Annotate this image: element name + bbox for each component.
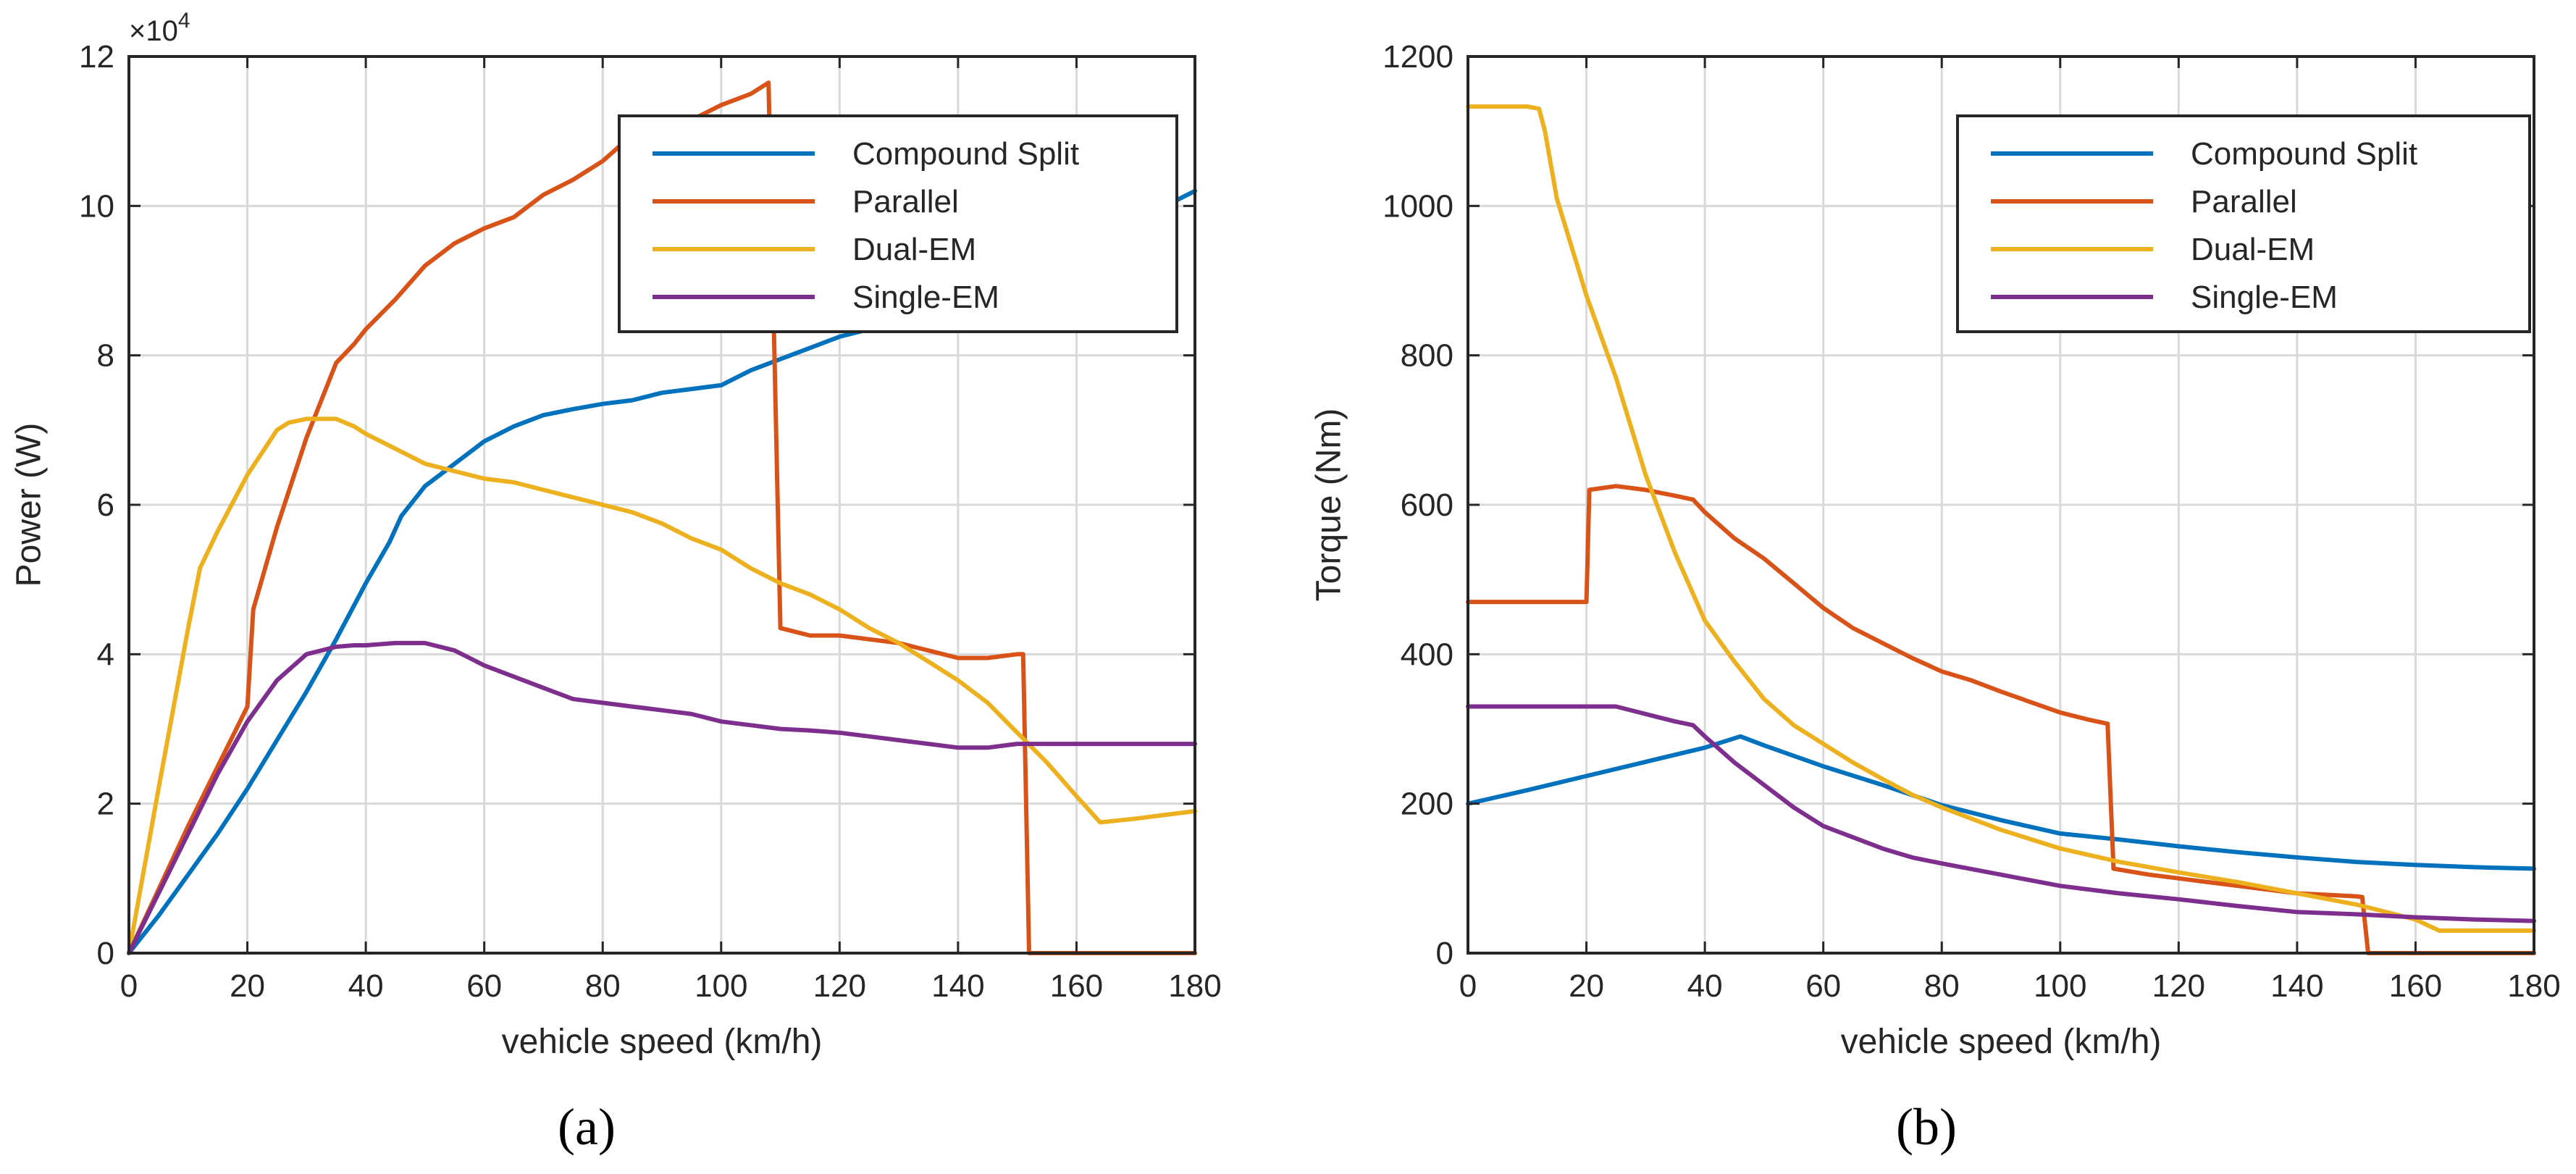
power-chart-legend-label: Compound Split: [852, 136, 1079, 172]
power-chart-legend: Compound Split Parallel Dual-EM Single-EM: [618, 114, 1178, 333]
power-chart-y-tick-label: 0: [97, 936, 114, 971]
torque-chart-y-tick-label: 0: [1436, 936, 1453, 971]
torque-chart-series-single-em: [1466, 704, 2536, 923]
torque-chart-panel-label: (b): [1896, 1098, 1957, 1156]
power-chart-x-axis-label: vehicle speed (km/h): [502, 1023, 823, 1061]
torque-chart-y-tick-label: 400: [1401, 637, 1453, 672]
torque-chart-series: [1466, 104, 2536, 955]
torque-chart-x-axis-label: vehicle speed (km/h): [1841, 1023, 2162, 1061]
torque-chart-x-tick-label: 180: [2507, 968, 2560, 1004]
power-chart-x-tick-label: 20: [230, 968, 265, 1004]
power-chart-legend-label: Dual-EM: [852, 232, 976, 267]
torque-chart-x-tick-label: 80: [1924, 968, 1960, 1004]
torque-chart-series-parallel: [1466, 484, 2536, 955]
power-chart-x-tick-label: 120: [813, 968, 866, 1004]
power-chart-panel-label: (a): [558, 1098, 616, 1156]
power-chart-legend-label: Single-EM: [852, 280, 999, 315]
power-chart-y-tick-label: 10: [79, 188, 114, 224]
torque-chart-y-tick-label: 800: [1401, 338, 1453, 374]
torque-chart-legend-label: Parallel: [2191, 184, 2297, 219]
power-chart-ticks: 0 20 40 60 80 100 120 140 160 180 0 2 4 6 8 10 12: [79, 39, 1222, 1004]
torque-chart-x-tick-label: 20: [1569, 968, 1604, 1004]
torque-chart-legend: Compound Split Parallel Dual-EM Single-EM: [1956, 114, 2531, 333]
torque-chart-y-tick-label: 1200: [1383, 39, 1453, 75]
torque-chart-plot-frame: [1467, 55, 2535, 955]
power-chart-exponent-label: ×104: [129, 9, 190, 47]
power-chart-plot-frame: [127, 55, 1196, 955]
power-chart-y-tick-label: 6: [97, 487, 114, 523]
torque-chart: 0 20 40 60 80 100 120 140 160 180 0 200 400 600 800 100…: [1310, 39, 2561, 1156]
power-chart-x-tick-label: 60: [466, 968, 502, 1004]
torque-chart-legend-label: Single-EM: [2191, 280, 2338, 315]
torque-chart-series-dual-em: [1466, 104, 2536, 933]
torque-chart-y-tick-label: 1000: [1383, 188, 1453, 224]
torque-chart-legend-label: Compound Split: [2191, 136, 2417, 172]
power-chart-x-tick-label: 180: [1168, 968, 1221, 1004]
power-chart-exponent-power: 4: [178, 9, 190, 33]
power-chart-y-tick-label: 12: [79, 39, 114, 75]
power-chart-x-tick-label: 100: [695, 968, 747, 1004]
torque-chart-y-tick-label: 600: [1401, 487, 1453, 523]
torque-chart-x-tick-label: 160: [2389, 968, 2442, 1004]
torque-chart-x-tick-label: 40: [1687, 968, 1723, 1004]
power-chart-y-tick-label: 4: [97, 637, 114, 672]
power-chart-x-tick-label: 80: [585, 968, 621, 1004]
power-chart-x-tick-label: 140: [931, 968, 984, 1004]
torque-chart-x-tick-label: 120: [2152, 968, 2205, 1004]
torque-chart-legend-label: Dual-EM: [2191, 232, 2315, 267]
torque-chart-x-tick-label: 60: [1805, 968, 1841, 1004]
power-chart-y-tick-label: 2: [97, 787, 114, 822]
power-chart-series-single-em: [127, 640, 1197, 955]
power-chart-x-tick-label: 40: [348, 968, 384, 1004]
power-chart-x-tick-label: 160: [1050, 968, 1103, 1004]
power-chart-y-tick-label: 8: [97, 338, 114, 374]
power-chart-legend-label: Parallel: [852, 184, 959, 219]
torque-chart-series-compound-split: [1466, 734, 2536, 871]
torque-chart-x-tick-label: 140: [2270, 968, 2323, 1004]
power-chart-series-dual-em: [127, 416, 1197, 955]
torque-chart-x-tick-label: 100: [2034, 968, 2086, 1004]
power-chart-x-tick-label: 0: [120, 968, 138, 1004]
torque-chart-ticks: 0 20 40 60 80 100 120 140 160 180 0 200 400 600 800 100…: [1383, 39, 2561, 1004]
torque-chart-y-tick-label: 200: [1401, 787, 1453, 822]
power-chart-y-axis-label: Power (W): [10, 423, 49, 587]
torque-chart-x-tick-label: 0: [1459, 968, 1477, 1004]
torque-chart-y-axis-label: Torque (Nm): [1310, 408, 1348, 602]
power-chart-exponent-base: ×10: [129, 15, 178, 47]
